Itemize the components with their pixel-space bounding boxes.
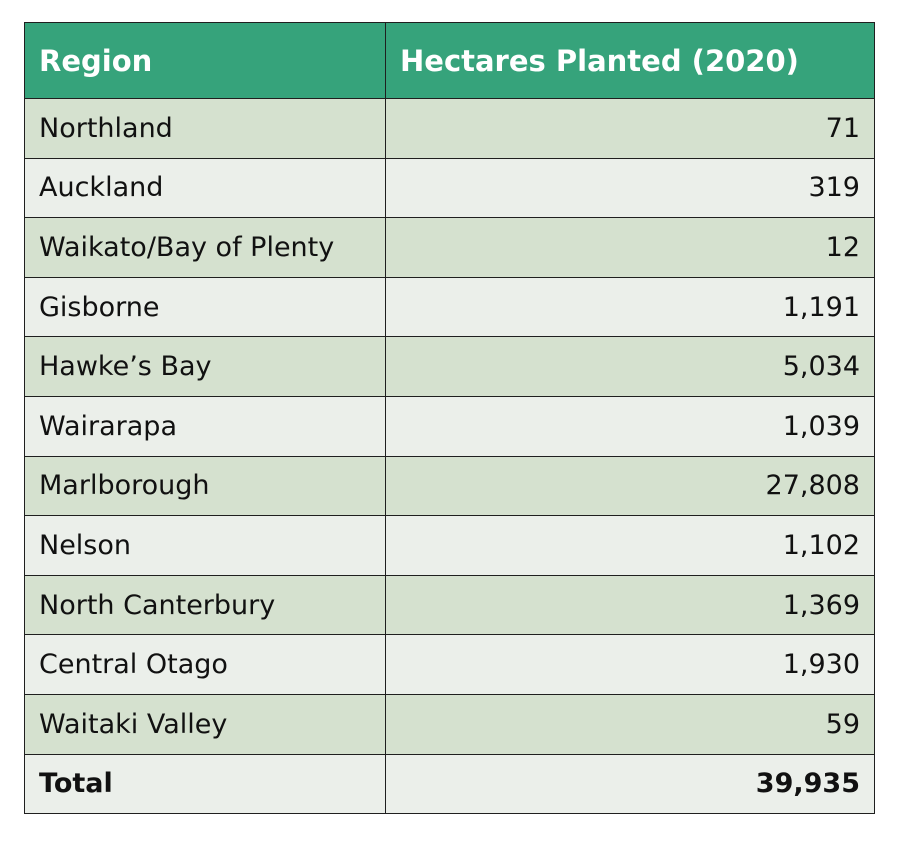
region-cell: Northland — [24, 98, 386, 159]
region-cell: Hawke’s Bay — [24, 336, 386, 397]
hectares-column-header: Hectares Planted (2020) — [385, 22, 875, 99]
table-row: Central Otago 1,930 — [24, 634, 875, 695]
hectares-cell: 5,034 — [385, 336, 875, 397]
region-cell: Gisborne — [24, 276, 386, 338]
region-cell: Auckland — [24, 157, 386, 219]
table-row: Waitaki Valley 59 — [24, 693, 875, 755]
table-row: Nelson 1,102 — [24, 515, 875, 576]
table-row: Northland 71 — [24, 98, 875, 159]
region-cell: Marlborough — [24, 455, 386, 517]
region-cell: Central Otago — [24, 634, 386, 695]
hectares-cell: 1,039 — [385, 395, 875, 457]
hectares-cell: 12 — [385, 217, 875, 278]
table-row: Waikato/Bay of Plenty 12 — [24, 217, 875, 278]
table-body: Northland 71 Auckland 319 Waikato/Bay of Ple… — [24, 98, 875, 815]
table-row: Marlborough 27,808 — [24, 455, 875, 517]
hectares-cell: 27,808 — [385, 455, 875, 517]
region-cell: Wairarapa — [24, 395, 386, 457]
hectares-cell: 71 — [385, 98, 875, 159]
total-label: Total — [24, 753, 386, 815]
table-row: North Canterbury 1,369 — [24, 574, 875, 636]
hectares-cell: 1,369 — [385, 574, 875, 636]
hectares-table: Region Hectares Planted (2020) Northland… — [24, 22, 875, 815]
region-column-header: Region — [24, 22, 386, 99]
region-cell: Nelson — [24, 515, 386, 576]
hectares-cell: 59 — [385, 693, 875, 755]
region-cell: Waikato/Bay of Plenty — [24, 217, 386, 278]
region-cell: North Canterbury — [24, 574, 386, 636]
hectares-cell: 319 — [385, 157, 875, 219]
region-cell: Waitaki Valley — [24, 693, 386, 755]
table-row: Hawke’s Bay 5,034 — [24, 336, 875, 397]
header-row: Region Hectares Planted (2020) — [24, 22, 875, 99]
hectares-cell: 1,930 — [385, 634, 875, 695]
total-row: Total 39,935 — [24, 753, 875, 815]
hectares-cell: 1,191 — [385, 276, 875, 338]
table-row: Gisborne 1,191 — [24, 276, 875, 338]
table-row: Auckland 319 — [24, 157, 875, 219]
hectares-cell: 1,102 — [385, 515, 875, 576]
table-row: Wairarapa 1,039 — [24, 395, 875, 457]
total-value: 39,935 — [385, 753, 875, 815]
